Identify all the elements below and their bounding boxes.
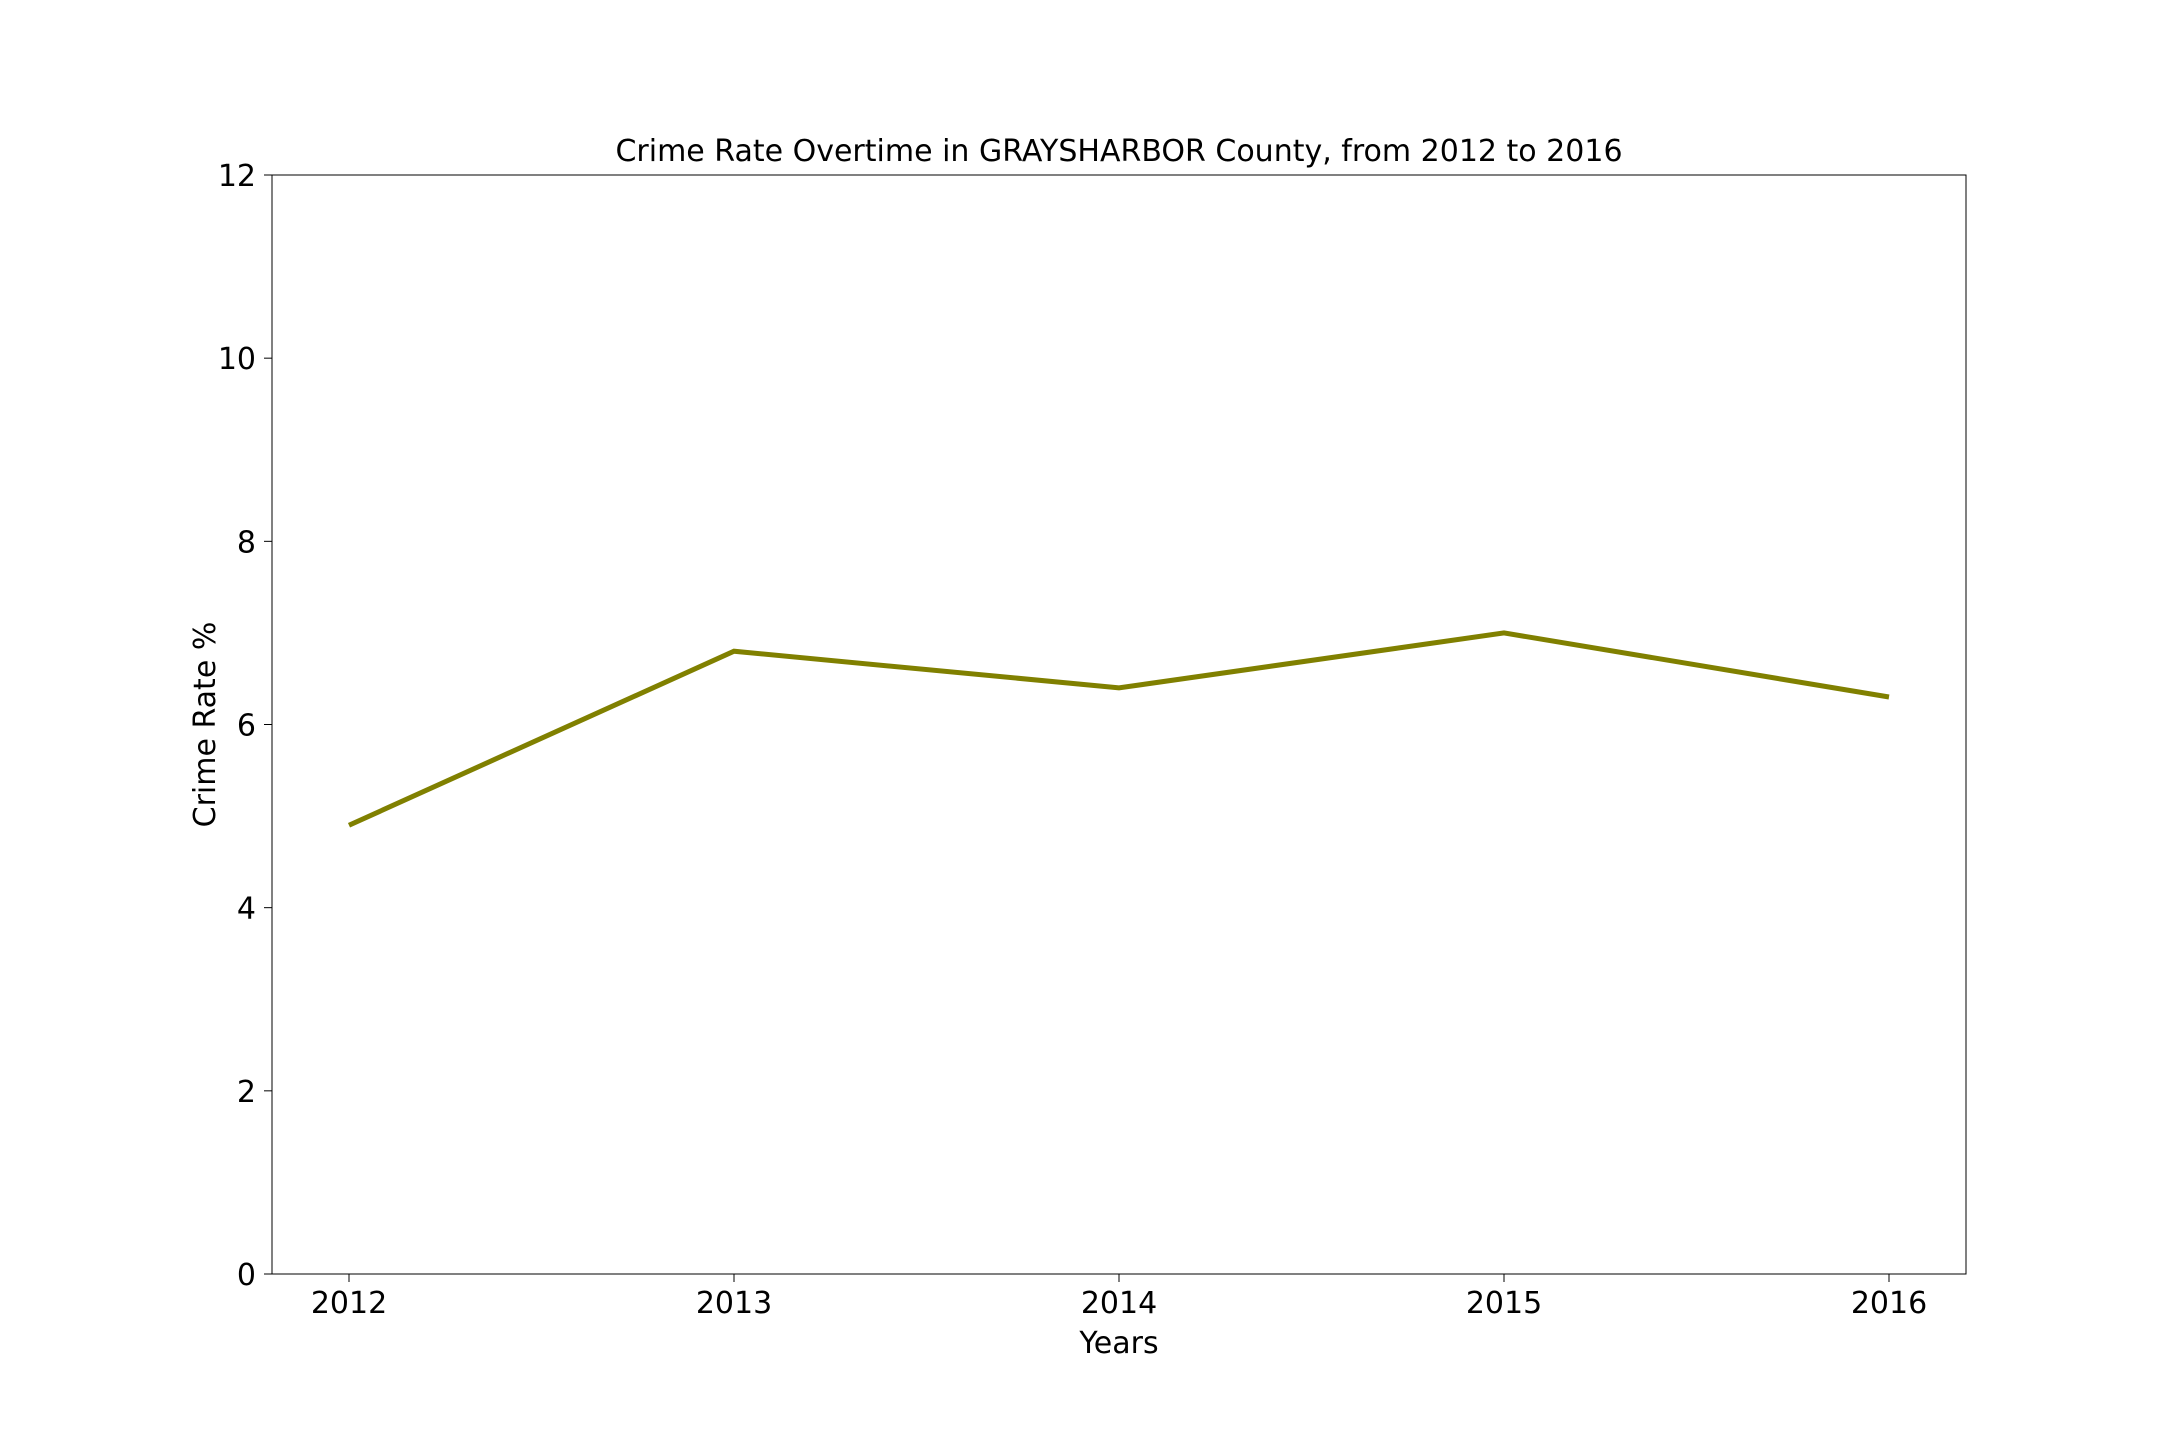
y-tick-label: 12: [218, 159, 256, 194]
y-tick-label: 8: [237, 525, 256, 560]
y-axis: 0 2 4 6 8 10 12: [218, 159, 272, 1293]
y-tick-label: 4: [237, 892, 256, 927]
y-tick-label: 2: [237, 1075, 256, 1110]
series-line: [349, 633, 1889, 825]
x-tick-label: 2016: [1851, 1286, 1927, 1321]
x-axis: 2012 2013 2014 2015 2016: [311, 1274, 1927, 1321]
x-tick-label: 2014: [1081, 1286, 1157, 1321]
plot-area: [272, 175, 1966, 1274]
y-tick-label: 6: [237, 709, 256, 744]
y-tick-label: 10: [218, 342, 256, 377]
x-axis-title: Years: [1078, 1326, 1158, 1361]
x-tick-label: 2013: [696, 1286, 772, 1321]
series-layer: [349, 633, 1889, 826]
y-axis-title: Crime Rate %: [188, 622, 223, 828]
x-tick-label: 2012: [311, 1286, 387, 1321]
chart-title: Crime Rate Overtime in GRAYSHARBOR Count…: [615, 134, 1622, 169]
plot-frame: [272, 175, 1966, 1274]
y-tick-label: 0: [237, 1258, 256, 1293]
x-tick-label: 2015: [1466, 1286, 1542, 1321]
